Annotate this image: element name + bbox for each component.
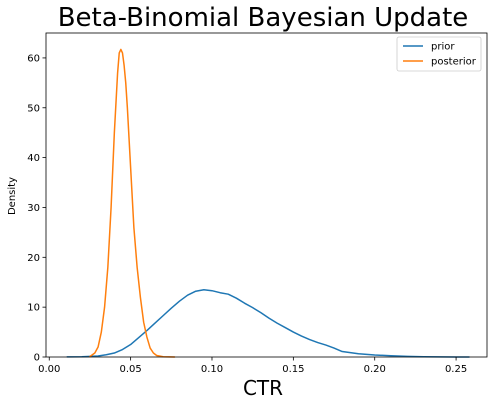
- chart-title: Beta-Binomial Bayesian Update: [58, 3, 469, 33]
- x-tick-label: 0.15: [282, 364, 304, 375]
- legend-label-posterior: posterior: [431, 57, 477, 68]
- legend: prior posterior: [396, 36, 482, 72]
- y-tick-label: 10: [27, 303, 40, 314]
- y-tick-label: 20: [27, 253, 40, 264]
- plot-frame: [45, 32, 488, 358]
- series-line-posterior: [89, 48, 176, 358]
- x-tick-label: 0.20: [364, 364, 386, 375]
- x-tick-label: 0.10: [201, 364, 223, 375]
- y-tick-label: 50: [27, 103, 40, 114]
- y-tick-label: 30: [27, 203, 40, 214]
- x-axis-label: CTR: [243, 376, 283, 400]
- x-tick-label: 0.05: [119, 364, 141, 375]
- y-tick-label: 60: [27, 53, 40, 64]
- plot-area: 0.00 0.05 0.10 0.15 0.20 0.25 0 10 20 30 40 50 60 pri…: [27, 32, 488, 375]
- series-line-prior: [66, 288, 470, 358]
- y-axis-label: Density: [7, 177, 18, 215]
- x-tick-label: 0.25: [445, 364, 467, 375]
- y-tick-label: 0: [34, 353, 40, 364]
- legend-label-prior: prior: [431, 42, 455, 53]
- y-tick-label: 40: [27, 153, 40, 164]
- x-tick-label: 0.00: [38, 364, 60, 375]
